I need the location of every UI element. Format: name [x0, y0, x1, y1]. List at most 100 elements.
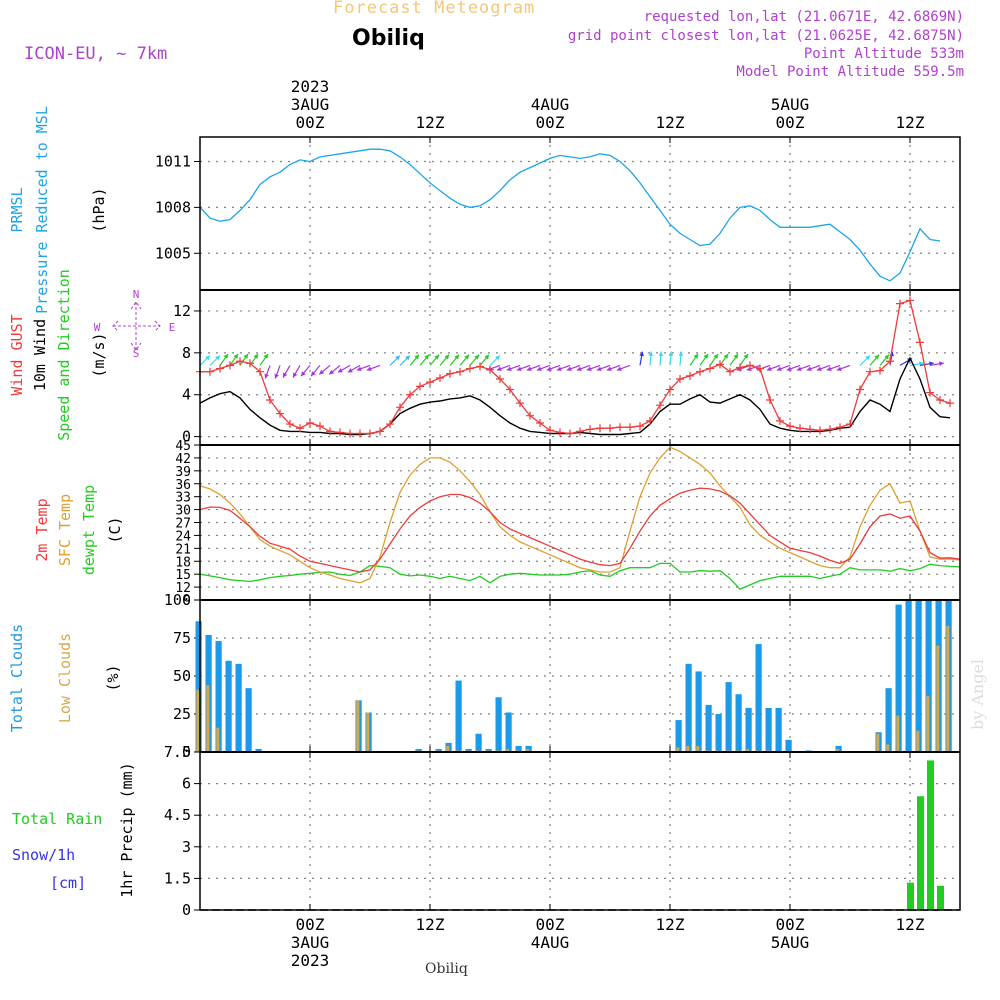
wind-arrow	[264, 365, 271, 379]
wind-arrow-head	[506, 366, 512, 371]
y-tick-label: 25	[173, 705, 191, 723]
gust-marker	[396, 403, 404, 412]
total-cloud-bar	[225, 660, 232, 752]
low-cloud-bar	[916, 730, 920, 752]
snow-legend-label: Snow/1h	[12, 846, 75, 864]
y-tick-label: 21	[175, 542, 191, 557]
wind-arrow	[859, 355, 871, 366]
wind-arrow-head	[566, 366, 572, 371]
low-cloud-bar	[836, 748, 840, 752]
total-cloud-bar	[235, 663, 242, 752]
wind-arrow-head	[616, 366, 622, 371]
wind-arrow	[429, 354, 440, 366]
gust-marker	[366, 429, 374, 438]
wind-arrow-head	[576, 366, 582, 371]
y-tick-label: 7.5	[164, 743, 191, 761]
gust-marker	[676, 375, 684, 384]
wind-arrow-head	[215, 355, 220, 361]
gust-marker	[826, 425, 834, 434]
wind-arrow-head	[283, 372, 288, 378]
gust-marker	[696, 367, 704, 376]
wind-arrow-head	[723, 353, 729, 359]
wind-arrow-head	[668, 351, 674, 357]
wind-arrow-head	[434, 354, 439, 360]
gust-marker	[266, 395, 274, 404]
wind-arrow	[879, 354, 890, 366]
wind-arrow-head	[263, 353, 269, 359]
cloud-panel-label: (%)	[104, 664, 122, 691]
low-cloud-bar	[196, 689, 200, 752]
gust-marker	[336, 428, 344, 437]
y-tick-label: 8	[182, 344, 191, 362]
gust-marker	[766, 395, 774, 404]
y-tick-label: 33	[175, 491, 191, 506]
station-name: Obiliq	[352, 26, 425, 51]
gust-marker	[806, 425, 814, 434]
dewpt-line	[199, 562, 961, 590]
gust-marker	[406, 390, 414, 399]
wind-arrow-head	[319, 369, 325, 375]
wind-panel-label: Speed and Direction	[55, 269, 73, 441]
wind-arrow	[836, 364, 851, 371]
wind-arrow-head	[414, 354, 419, 360]
gust-marker	[866, 367, 874, 376]
y-tick-label: 3	[182, 838, 191, 856]
gust-marker	[706, 364, 714, 373]
wind-arrow	[479, 354, 490, 366]
wind-arrow-head	[516, 366, 522, 371]
wind-arrow-head	[454, 354, 459, 360]
gust-marker	[246, 359, 254, 368]
wind-arrow	[366, 364, 381, 371]
wind-arrow-head	[648, 351, 654, 357]
bottom-time-label: 12Z	[896, 915, 925, 934]
gust-marker	[916, 338, 924, 347]
total-cloud-bar	[835, 745, 842, 752]
temp-panel-label: dewpt Temp	[80, 485, 98, 575]
total-cloud-bar	[775, 707, 782, 752]
gust-marker	[306, 419, 314, 428]
wind-arrow	[439, 354, 450, 366]
wind-arrow-head	[658, 351, 664, 357]
wind-arrow	[209, 355, 221, 366]
gust-marker	[456, 367, 464, 376]
chart-title: Forecast Meteogram	[333, 0, 536, 18]
total-cloud-bar	[475, 733, 482, 752]
gust-marker	[226, 361, 234, 370]
temp-panel-label: 2m Temp	[33, 498, 51, 561]
gust-marker	[216, 364, 224, 373]
total-cloud-bar	[735, 694, 742, 752]
gust-marker	[556, 428, 564, 437]
wind-arrow	[419, 354, 430, 366]
y-tick-label: 75	[173, 629, 191, 647]
gust-marker	[326, 427, 334, 436]
gust-marker	[436, 373, 444, 382]
y-tick-label: 1.5	[164, 869, 191, 887]
gust-marker	[876, 366, 884, 375]
pressure-panel-label: PRMSL	[8, 187, 26, 232]
gust-marker	[836, 423, 844, 432]
wind-arrow	[536, 364, 551, 371]
total-cloud-bar	[885, 688, 892, 752]
total-cloud-bar	[675, 720, 682, 752]
bottom-time-label: 2023	[291, 951, 330, 970]
wind-arrow	[282, 365, 291, 378]
y-tick-label: 18	[175, 555, 191, 570]
gust-marker	[506, 385, 514, 394]
wind-arrow	[556, 364, 571, 371]
wind-arrow	[526, 364, 541, 371]
gust-marker	[256, 367, 264, 376]
gust-marker	[356, 429, 364, 438]
y-tick-label: 4	[182, 386, 191, 404]
wind-arrow-head	[526, 366, 532, 371]
wind-arrow-head	[678, 351, 684, 357]
wind-arrow	[806, 364, 821, 371]
wind-arrow	[292, 365, 301, 378]
wind-arrow	[199, 355, 211, 366]
wind-arrow-head	[776, 366, 782, 371]
low-cloud-bar	[746, 748, 750, 752]
wind-arrow-head	[405, 355, 410, 361]
wind-arrow-head	[496, 366, 502, 371]
wind-arrow	[709, 353, 719, 366]
gust-marker	[796, 424, 804, 433]
